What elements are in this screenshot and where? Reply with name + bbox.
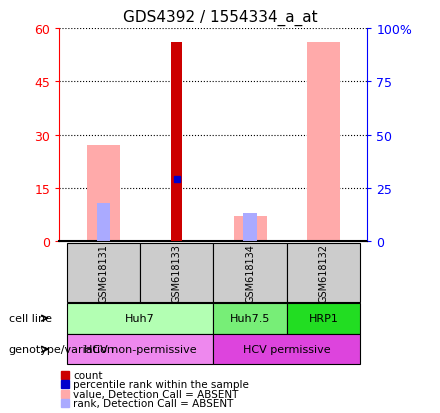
Text: percentile rank within the sample: percentile rank within the sample [73, 380, 249, 389]
Text: cell line: cell line [9, 313, 52, 323]
Text: Huh7.5: Huh7.5 [230, 313, 270, 323]
Text: GSM618132: GSM618132 [319, 243, 328, 302]
Bar [213, 335, 360, 364]
Bar [234, 217, 267, 242]
Bar [307, 43, 340, 242]
Text: genotype/variation: genotype/variation [9, 344, 115, 354]
Text: value, Detection Call = ABSENT: value, Detection Call = ABSENT [73, 389, 239, 399]
Bar [97, 203, 110, 242]
Text: HCV permissive: HCV permissive [243, 344, 330, 354]
Bar [243, 214, 257, 242]
Text: Huh7: Huh7 [125, 313, 155, 323]
Bar [287, 243, 360, 302]
Text: GSM618134: GSM618134 [245, 243, 255, 302]
Text: HRP1: HRP1 [308, 313, 338, 323]
Text: rank, Detection Call = ABSENT: rank, Detection Call = ABSENT [73, 399, 234, 408]
Bar [287, 303, 360, 334]
Text: HCV non-permissive: HCV non-permissive [84, 344, 196, 354]
Bar [67, 335, 213, 364]
Bar [171, 43, 182, 242]
Text: GSM618131: GSM618131 [99, 243, 108, 302]
Text: GSM618133: GSM618133 [172, 243, 182, 302]
Bar [213, 243, 287, 302]
Bar [140, 243, 213, 302]
Bar [67, 243, 140, 302]
Bar [213, 303, 287, 334]
Text: count: count [73, 370, 103, 380]
Text: GDS4392 / 1554334_a_at: GDS4392 / 1554334_a_at [123, 10, 317, 26]
Bar [87, 146, 120, 242]
Bar [67, 303, 213, 334]
